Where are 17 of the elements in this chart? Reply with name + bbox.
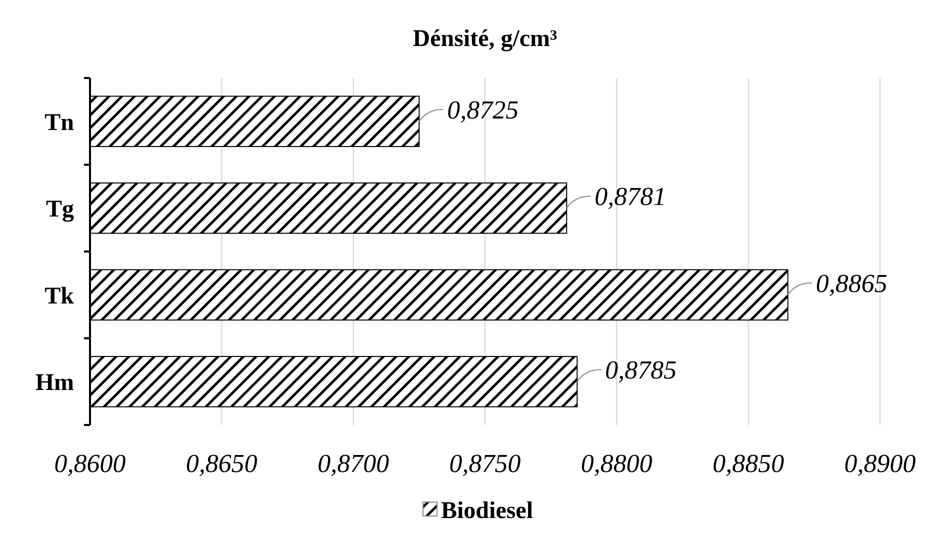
x-tick-label: 0,8600 <box>54 449 126 478</box>
data-label: 0,8725 <box>447 95 519 124</box>
data-label: 0,8785 <box>605 356 677 385</box>
x-tick-label: 0,8700 <box>318 449 390 478</box>
data-label: 0,8865 <box>816 268 888 298</box>
y-tick-label: Hm <box>35 370 74 396</box>
y-tick-label: Tg <box>46 196 74 223</box>
x-tick-label: 0,8750 <box>449 449 521 478</box>
x-tick-label: 0,8800 <box>580 449 652 478</box>
x-tick-label: 0,8850 <box>712 449 784 478</box>
y-tick-label: Tk <box>44 283 75 310</box>
data-label: 0,8781 <box>594 182 666 212</box>
chart-title: Dénsité, g/cm³ <box>412 26 558 52</box>
x-tick-label: 0,8650 <box>186 449 258 478</box>
legend-label: Biodiesel <box>441 498 534 524</box>
x-tick-label: 0,8900 <box>844 449 916 478</box>
y-tick-label: Tn <box>44 110 74 136</box>
